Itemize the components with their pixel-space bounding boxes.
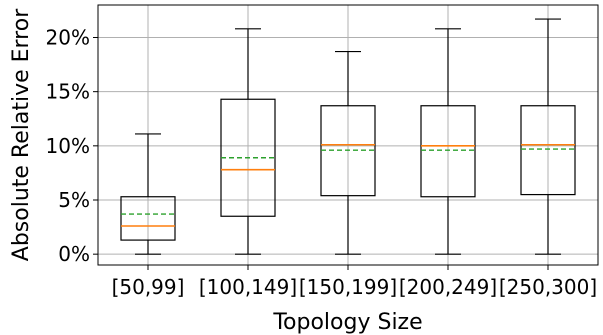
box-iqr	[520, 105, 576, 196]
box-plot	[320, 50, 376, 255]
x-axis-ticks: [50,99] [100,149] [150,199] [200,249] [250,3…	[112, 265, 597, 299]
y-tick-label: 15%	[46, 80, 90, 104]
x-tick-label: [50,99]	[112, 275, 185, 299]
box-plots	[120, 18, 576, 255]
box-plot	[120, 133, 176, 255]
box-iqr	[120, 196, 176, 241]
y-tick-label: 5%	[58, 188, 90, 212]
x-tick-label: [150,199]	[299, 275, 397, 299]
box-plot	[520, 18, 576, 255]
x-tick-label: [250,300]	[499, 275, 597, 299]
y-tick-label: 10%	[46, 134, 90, 158]
x-axis-label: Topology Size	[272, 310, 422, 335]
x-tick-label: [100,149]	[199, 275, 297, 299]
y-tick-label: 0%	[58, 242, 90, 266]
x-tick-label: [200,249]	[399, 275, 497, 299]
y-axis-label: Absolute Relative Error	[9, 8, 34, 261]
box-plot	[420, 28, 476, 255]
box-iqr	[420, 105, 476, 198]
y-axis-ticks: 0% 5% 10% 15% 20%	[46, 26, 98, 266]
box-plot	[220, 28, 276, 255]
y-tick-label: 20%	[46, 26, 90, 50]
